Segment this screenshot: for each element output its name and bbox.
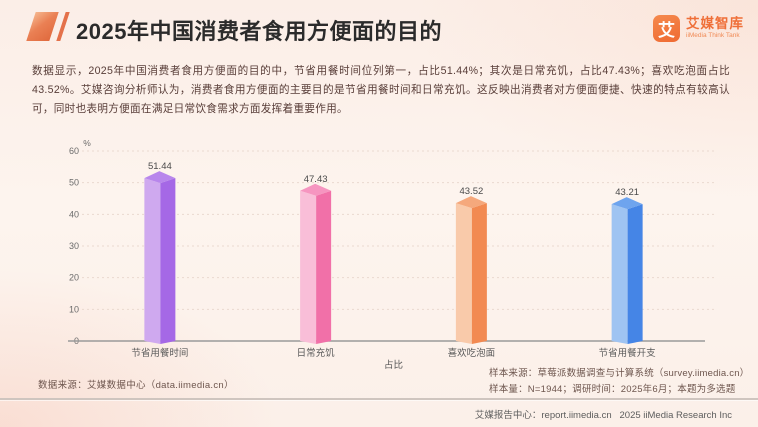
sample-info-line: 样本量：N=1944；调研时间：2025年6月；本题为多选题 [489,384,736,395]
bar-left-face-1 [300,190,317,344]
bar-left-face-0 [144,178,161,344]
brand-logo: 艾 艾媒智库 iiMedia Think Tank [653,15,744,42]
bar-left-face-3 [611,204,628,344]
y-tick-30: 30 [69,241,79,251]
y-axis-unit-label: % [83,138,91,148]
y-tick-20: 20 [69,273,79,283]
bar-top-face-2 [455,196,487,209]
x-category-label-2: 喜欢吃泡面 [448,347,496,359]
x-category-label-1: 日常充饥 [297,347,336,359]
title-accent-shape [26,12,59,41]
bar-right-face-2 [471,203,487,344]
report-center-line: 艾媒报告中心：report.iimedia.cn 2025 iiMedia Re… [474,410,732,421]
data-source-note: 数据来源：艾媒数据中心（data.iimedia.cn） [38,380,234,391]
analysis-paragraph: 数据显示，2025年中国消费者食用方便面的目的中，节省用餐时间位列第一，占比51… [32,65,730,115]
bar-right-face-3 [627,204,643,344]
x-axis-title: 占比 [384,359,403,371]
logo-text: 艾媒智库 iiMedia Think Tank [686,16,744,40]
y-tick-60: 60 [69,146,79,156]
title-accent-slash [56,12,70,41]
page-title: 2025年中国消费者食用方便面的目的 [76,19,442,44]
y-tick-50: 50 [69,178,79,188]
y-tick-40: 40 [69,209,79,219]
sample-source-note: 样本来源：草莓派数据调查与计算系统（survey.iimedia.cn） 样本量… [489,366,749,398]
bar-value-label-2: 43.52 [459,186,483,197]
x-category-label-3: 节省用餐开支 [599,347,657,359]
bar-left-face-2 [455,203,472,344]
sample-source-line: 样本来源：草莓派数据调查与计算系统（survey.iimedia.cn） [489,368,750,379]
bar-top-face-1 [300,183,332,196]
bar-right-face-0 [160,178,176,344]
bar-value-label-1: 47.43 [304,174,328,185]
x-category-label-0: 节省用餐时间 [131,347,188,359]
bar-top-face-3 [611,197,643,210]
bar-value-label-3: 43.21 [615,187,639,198]
y-tick-10: 10 [69,304,79,314]
bar-chart: 0102030405060%51.44节省用餐时间47.43日常充饥43.52喜… [68,138,715,371]
logo-name: 艾媒智库 [686,16,744,31]
footer-divider [0,398,758,400]
bar-value-label-0: 51.44 [148,161,172,172]
bar-right-face-1 [316,190,332,344]
logo-subtitle: iiMedia Think Tank [686,32,740,40]
bar-top-face-0 [144,171,176,184]
iimedia-logo-icon: 艾 [653,15,680,42]
